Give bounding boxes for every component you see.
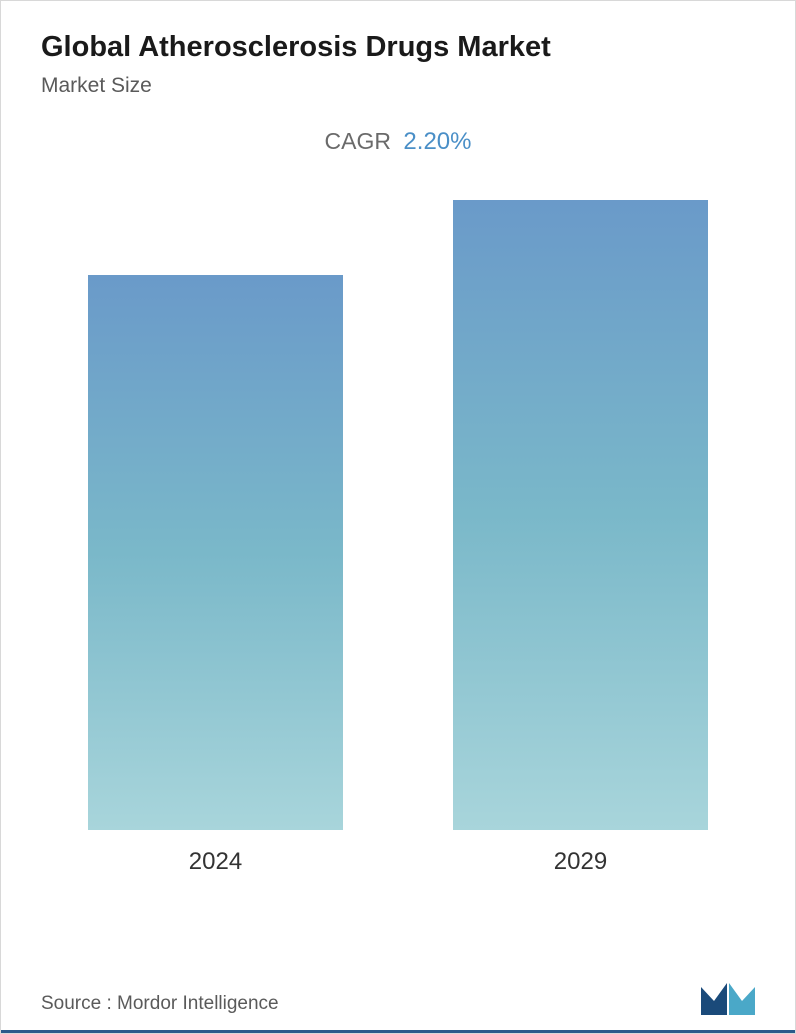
chart-area: 2024 2029 [41,196,755,876]
chart-container: Global Atherosclerosis Drugs Market Mark… [0,0,796,1034]
source-text: Source : Mordor Intelligence [41,993,279,1015]
chart-title: Global Atherosclerosis Drugs Market [41,31,755,64]
cagr-value: 2.20% [403,128,471,155]
chart-subtitle: Market Size [41,74,755,98]
bar-label-0: 2024 [189,848,242,876]
mordor-logo-icon [701,975,755,1015]
cagr-row: CAGR 2.20% [41,128,755,156]
cagr-label: CAGR [325,128,391,154]
bar-1 [453,200,708,830]
bar-label-1: 2029 [554,848,607,876]
footer-row: Source : Mordor Intelligence [41,975,755,1015]
bottom-border [1,1030,795,1033]
bar-wrap-1: 2029 [453,200,708,876]
bar-0 [88,275,343,830]
bar-wrap-0: 2024 [88,275,343,876]
